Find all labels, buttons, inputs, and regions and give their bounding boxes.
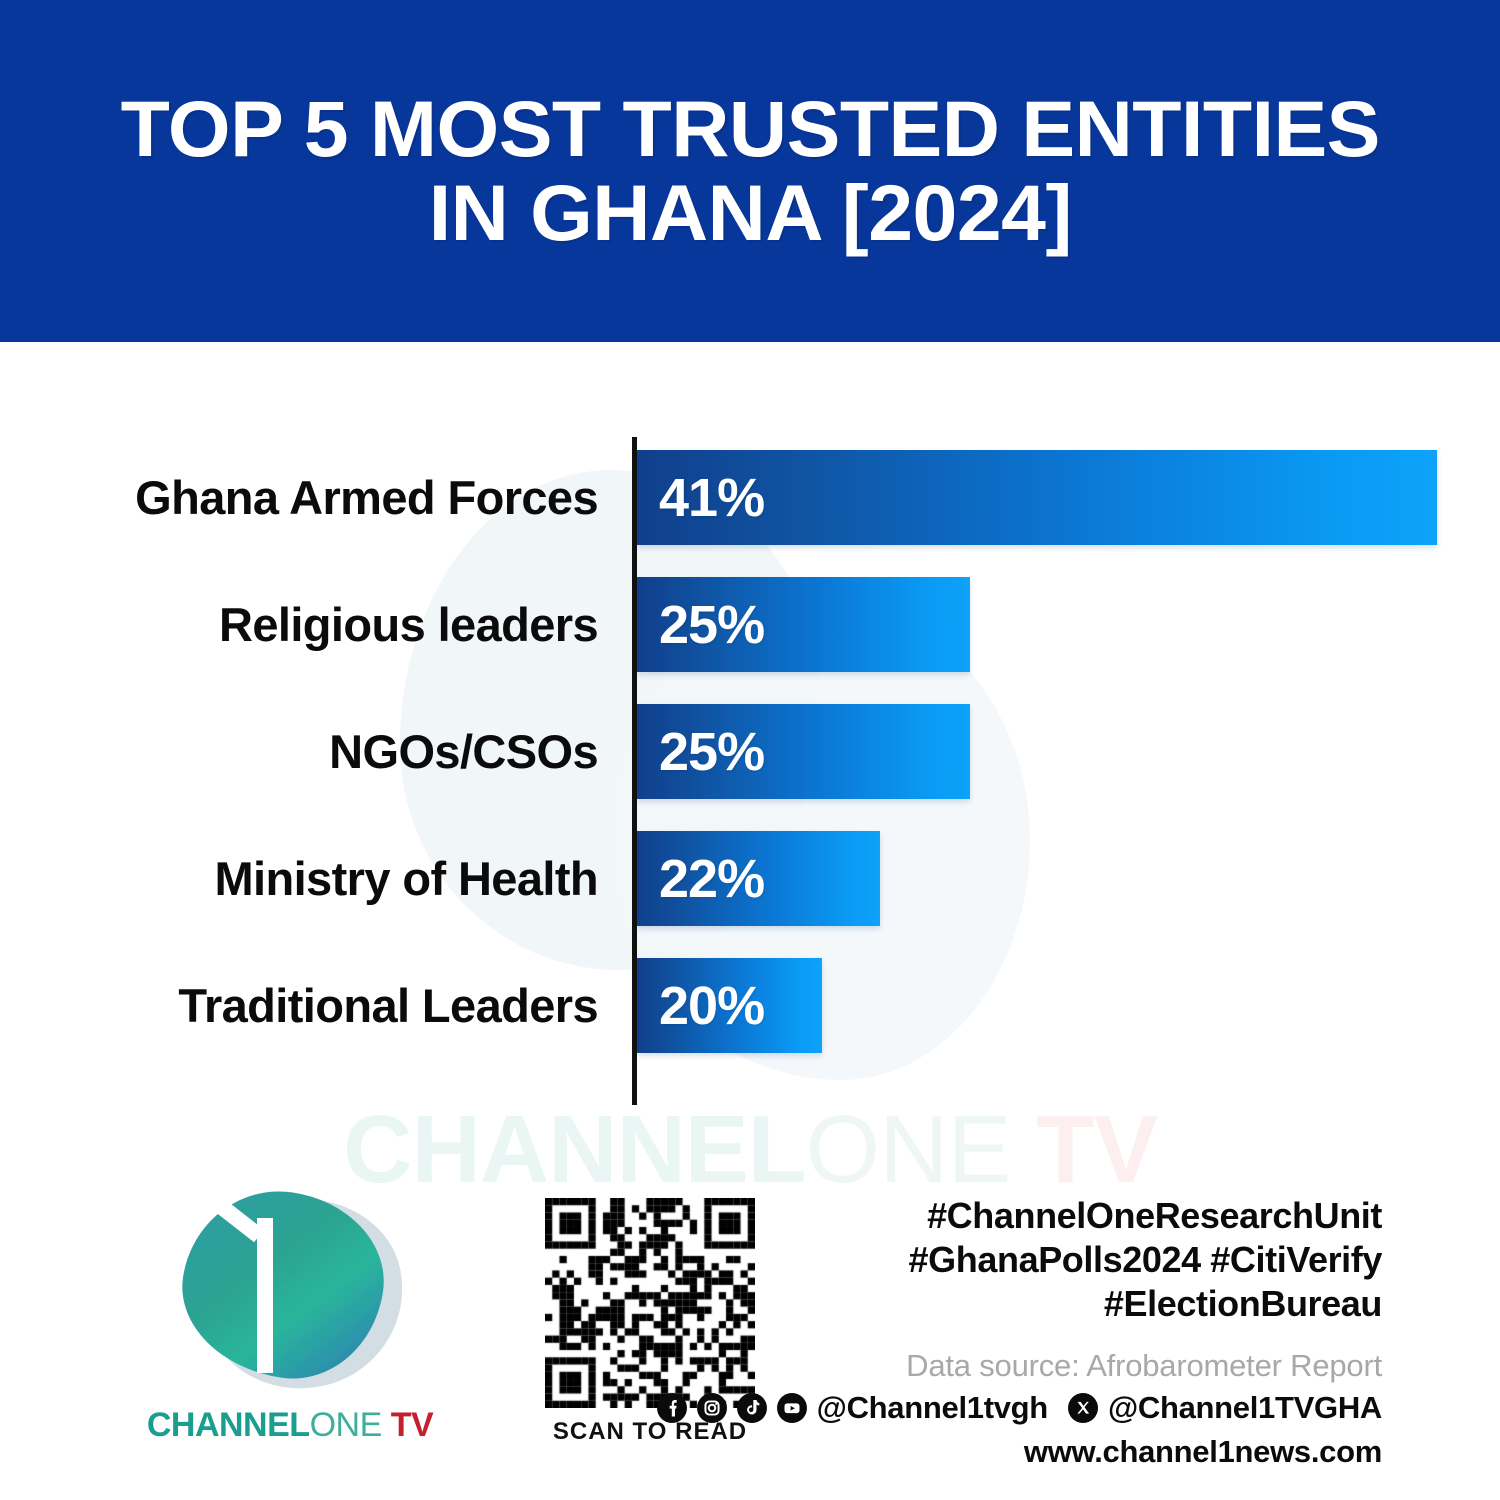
website-url[interactable]: www.channel1news.com — [1023, 1433, 1382, 1469]
chart-axis-line — [632, 437, 637, 1105]
bar-value-label: 22% — [659, 848, 765, 909]
social-handle-x[interactable]: @Channel1TVGHA — [1107, 1389, 1382, 1425]
bar-fill: 41% — [637, 450, 1437, 545]
bar-chart: Ghana Armed Forces 41% Religious leaders 25… — [0, 400, 1500, 1120]
bar-fill: 20% — [637, 958, 822, 1053]
bar-row: Religious leaders 25% — [0, 577, 1500, 672]
bar-value-label: 25% — [659, 594, 765, 655]
bar-category-label: Ghana Armed Forces — [135, 471, 598, 524]
bar-value-label: 25% — [659, 721, 765, 782]
logo-channel-text: CHANNEL — [146, 1406, 310, 1444]
data-source-text: Data source: Afrobarometer Report — [906, 1347, 1382, 1383]
youtube-icon[interactable] — [776, 1392, 807, 1423]
brand-watermark: CHANNELONE TV — [0, 1095, 1500, 1205]
bar-value-label: 20% — [659, 975, 765, 1036]
bar-value-label: 41% — [659, 467, 765, 528]
logo-numeral-one-icon — [214, 1198, 297, 1373]
hashtags: #ChannelOneResearchUnit #GhanaPolls2024 … — [822, 1194, 1383, 1326]
bar-fill: 22% — [637, 831, 880, 926]
logo-tv-text: TV — [381, 1406, 434, 1444]
logo-numeral-stem — [257, 1218, 273, 1373]
qr-caption: SCAN TO READ — [552, 1418, 748, 1445]
page-title-line-2: IN GHANA [2024] — [428, 168, 1072, 257]
bar-category-label: Traditional Leaders — [178, 979, 598, 1032]
x-icon[interactable] — [1067, 1392, 1098, 1423]
hashtag-line-2: #GhanaPolls2024 #CitiVerify — [908, 1238, 1383, 1280]
bar-row: Ghana Armed Forces 41% — [0, 450, 1500, 545]
bar-row: NGOs/CSOs 25% — [0, 704, 1500, 799]
watermark-tv-text: TV — [1010, 1096, 1158, 1203]
footer: CHANNELONE TV SCAN TO READ #ChannelOneRe… — [0, 1178, 1500, 1500]
bar-track: 25% — [637, 577, 970, 672]
social-handle-main[interactable]: @Channel1tvgh — [816, 1389, 1049, 1425]
footer-info-block: #ChannelOneResearchUnit #GhanaPolls2024 … — [656, 1194, 1383, 1470]
hashtag-line-3: #ElectionBureau — [1103, 1282, 1382, 1324]
bar-category-label: NGOs/CSOs — [329, 725, 598, 778]
bar-category-label: Ministry of Health — [214, 852, 598, 905]
instagram-icon[interactable] — [696, 1392, 727, 1423]
logo-one-text: ONE — [309, 1406, 383, 1444]
bar-track: 41% — [637, 450, 1437, 545]
channel-one-tv-logo: CHANNELONE TV — [120, 1178, 460, 1445]
logo-wordmark: CHANNELONE TV — [120, 1406, 460, 1445]
tiktok-icon[interactable] — [736, 1392, 767, 1423]
bar-fill: 25% — [637, 704, 970, 799]
bar-fill: 25% — [637, 577, 970, 672]
bar-track: 20% — [637, 958, 822, 1053]
watermark-one-text: ONE — [805, 1096, 1011, 1203]
qr-code-image[interactable] — [545, 1198, 755, 1408]
facebook-icon[interactable] — [656, 1392, 687, 1423]
logo-mark-icon — [165, 1178, 421, 1407]
bar-track: 22% — [637, 831, 880, 926]
bar-category-label: Religious leaders — [219, 598, 599, 651]
social-handles-row: @Channel1tvgh @Channel1TVGHA — [656, 1389, 1382, 1426]
hashtag-line-1: #ChannelOneResearchUnit — [927, 1195, 1382, 1236]
bar-row: Traditional Leaders 20% — [0, 958, 1500, 1053]
watermark-channel-text: CHANNEL — [343, 1096, 806, 1203]
qr-code-block[interactable]: SCAN TO READ — [535, 1198, 765, 1446]
header-banner: TOP 5 MOST TRUSTED ENTITIES IN GHANA [20… — [0, 0, 1500, 342]
bar-track: 25% — [637, 704, 970, 799]
page-title-line-1: TOP 5 MOST TRUSTED ENTITIES — [120, 84, 1380, 174]
bar-row: Ministry of Health 22% — [0, 831, 1500, 926]
